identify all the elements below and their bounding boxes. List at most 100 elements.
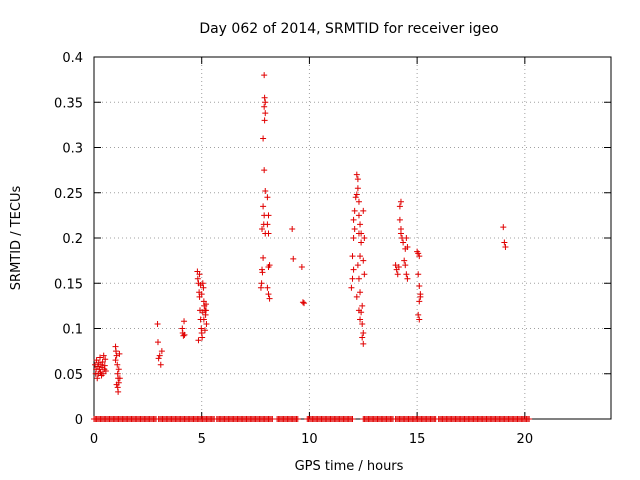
data-point-47 (194, 275, 201, 282)
x-tick-label-1: 5 (198, 432, 206, 447)
y-tick-label-8: 0.4 (62, 51, 83, 66)
chart-title: Day 062 of 2014, SRMTID for receiver ige… (199, 21, 498, 37)
data-point-135 (361, 235, 368, 241)
baseline-point-189 (349, 416, 356, 422)
data-point-168 (417, 291, 424, 298)
data-point-45 (181, 331, 188, 338)
data-point-100 (289, 225, 296, 232)
y-tick-label-7: 0.35 (54, 96, 83, 111)
data-point-107 (350, 266, 357, 273)
data-point-85 (262, 187, 269, 194)
data-point-147 (396, 216, 403, 223)
data-point-124 (354, 262, 361, 269)
data-point-112 (351, 207, 358, 214)
data-point-14 (99, 358, 106, 365)
data-point-35 (154, 320, 161, 327)
x-axis-label: GPS time / hours (295, 459, 404, 474)
data-point-92 (265, 212, 272, 219)
data-point-154 (403, 235, 410, 241)
data-point-122 (358, 239, 365, 246)
data-point-158 (402, 245, 409, 252)
data-point-113 (352, 194, 359, 201)
data-point-40 (158, 348, 165, 355)
data-point-76 (260, 254, 267, 261)
data-point-101 (290, 255, 297, 262)
y-tick-label-2: 0.1 (62, 323, 83, 338)
data-point-132 (359, 334, 366, 341)
x-tick-labels: 0 5 10 15 20 (90, 432, 533, 447)
data-point-9 (97, 354, 104, 361)
data-point-141 (392, 262, 399, 269)
data-point-39 (157, 361, 164, 368)
data-point-30 (115, 388, 122, 395)
data-point-170 (501, 239, 508, 246)
data-point-161 (416, 253, 423, 260)
data-point-20 (102, 368, 109, 375)
data-point-96 (265, 263, 272, 270)
data-point-134 (360, 207, 367, 214)
data-point-139 (353, 293, 360, 300)
data-point-102 (298, 263, 305, 270)
data-points (92, 72, 509, 395)
data-point-66 (198, 291, 205, 298)
data-point-169 (500, 224, 507, 231)
y-axis-label: SRMTID / TECUs (9, 186, 24, 291)
data-point-80 (261, 103, 268, 110)
data-point-32 (116, 375, 123, 382)
data-point-116 (353, 171, 360, 178)
data-point-146 (397, 198, 404, 205)
y-tick-label-6: 0.3 (62, 142, 83, 157)
data-point-119 (355, 212, 362, 219)
y-tick-label-4: 0.2 (62, 232, 83, 247)
data-point-63 (203, 320, 210, 327)
data-point-118 (355, 198, 362, 205)
data-point-128 (358, 309, 365, 316)
data-point-120 (357, 221, 364, 228)
data-point-144 (395, 263, 402, 270)
data-point-81 (262, 110, 269, 117)
data-point-83 (260, 135, 267, 142)
data-point-71 (199, 309, 206, 316)
data-point-130 (359, 320, 366, 327)
data-point-16 (100, 352, 107, 359)
data-point-143 (394, 271, 401, 278)
data-point-38 (156, 352, 163, 359)
data-point-160 (415, 250, 422, 257)
data-point-69 (203, 301, 210, 308)
data-point-103 (299, 299, 306, 306)
data-point-162 (415, 271, 422, 278)
data-point-152 (401, 257, 408, 264)
data-point-91 (264, 194, 271, 201)
data-point-94 (265, 230, 272, 237)
data-point-157 (404, 275, 411, 282)
data-point-138 (359, 302, 366, 309)
data-point-43 (180, 332, 187, 339)
data-point-67 (200, 316, 207, 323)
data-point-19 (102, 356, 109, 363)
baseline-point-153 (294, 416, 301, 422)
y-tick-label-0: 0 (75, 413, 83, 428)
data-point-108 (349, 253, 356, 260)
data-point-78 (261, 94, 268, 101)
data-point-4 (94, 375, 101, 382)
data-point-82 (261, 117, 268, 124)
data-point-151 (400, 239, 407, 246)
data-point-31 (115, 366, 122, 373)
data-point-125 (355, 275, 362, 282)
x-tick-label-4: 20 (517, 432, 534, 447)
data-point-15 (100, 370, 107, 377)
data-point-109 (350, 235, 357, 241)
gridlines (94, 57, 611, 419)
data-point-44 (181, 318, 188, 325)
data-point-114 (353, 191, 360, 198)
data-point-133 (360, 340, 367, 347)
data-point-171 (502, 244, 509, 251)
data-point-163 (416, 282, 423, 289)
y-tick-labels: 0 0.05 0.1 0.15 0.2 0.25 0.3 0.35 0.4 (54, 51, 83, 428)
data-point-90 (259, 225, 266, 232)
data-point-117 (354, 185, 361, 192)
data-point-129 (357, 316, 364, 323)
data-point-62 (203, 307, 210, 314)
y-tick-label-3: 0.15 (54, 277, 83, 292)
